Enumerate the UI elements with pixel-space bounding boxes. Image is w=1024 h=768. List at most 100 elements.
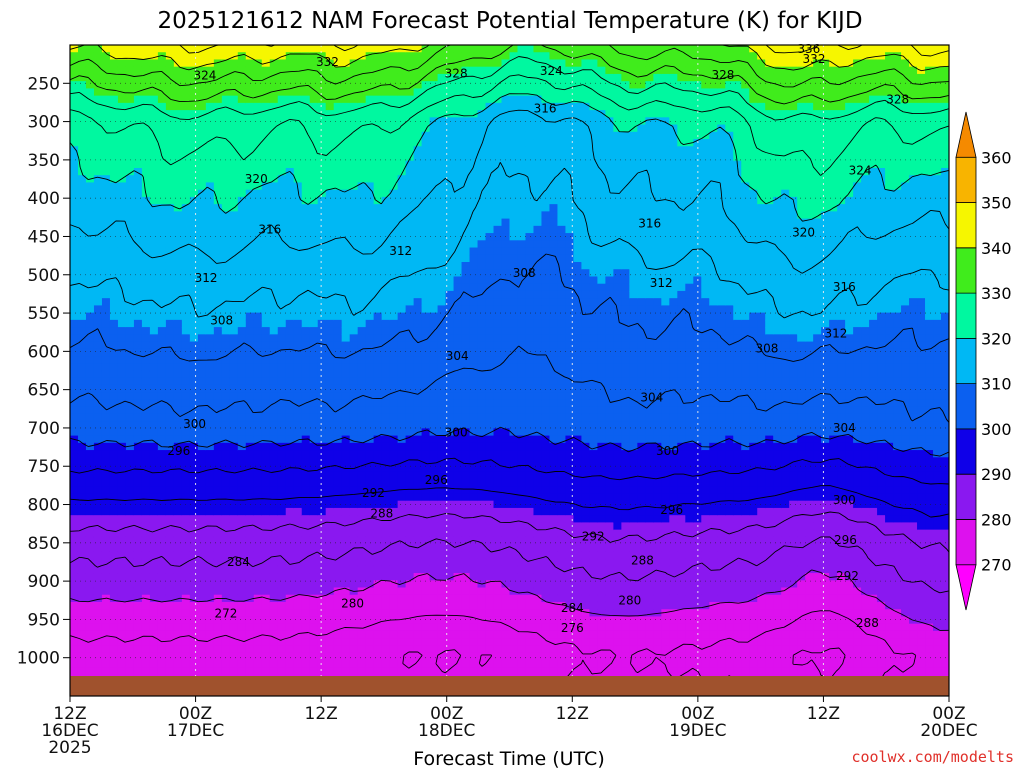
theta-cell: [109, 601, 119, 610]
theta-cell: [309, 413, 319, 422]
theta-cell: [461, 638, 471, 646]
theta-cell: [237, 254, 247, 263]
theta-cell: [261, 616, 271, 625]
theta-cell: [317, 81, 327, 89]
theta-cell: [469, 73, 479, 82]
theta-cell: [197, 240, 207, 249]
theta-cell: [373, 435, 383, 444]
theta-cell: [181, 196, 191, 205]
theta-cell: [357, 623, 367, 632]
theta-cell: [261, 536, 271, 545]
theta-cell: [325, 623, 335, 632]
theta-cell: [501, 189, 511, 198]
theta-cell: [189, 638, 199, 646]
theta-cell: [445, 66, 455, 75]
theta-cell: [141, 305, 151, 314]
theta-cell: [341, 507, 351, 516]
theta-cell: [293, 630, 303, 639]
theta-cell: [213, 587, 223, 596]
theta-cell: [165, 623, 175, 632]
theta-cell: [309, 225, 319, 234]
theta-cell: [125, 384, 135, 393]
theta-cell: [261, 204, 271, 212]
theta-cell: [453, 139, 463, 147]
theta-cell: [70, 601, 79, 610]
theta-cell: [381, 580, 391, 589]
theta-cell: [477, 356, 487, 364]
theta-cell: [365, 52, 375, 61]
theta-cell: [189, 334, 199, 343]
theta-cell: [173, 450, 183, 458]
theta-cell: [333, 211, 343, 220]
theta-cell: [277, 160, 287, 169]
theta-cell: [349, 652, 359, 661]
theta-cell: [397, 139, 407, 147]
theta-cell: [165, 88, 175, 97]
theta-cell: [77, 124, 87, 133]
theta-cell: [461, 573, 471, 581]
theta-cell: [229, 225, 239, 234]
theta-cell: [189, 88, 199, 97]
theta-cell: [493, 247, 503, 256]
theta-cell: [285, 319, 295, 328]
theta-cell: [117, 167, 127, 176]
theta-cell: [205, 254, 215, 263]
theta-cell: [173, 117, 183, 126]
theta-cell: [397, 88, 407, 97]
theta-cell: [501, 81, 511, 89]
theta-cell: [213, 153, 223, 162]
theta-cell: [269, 131, 279, 140]
theta-cell: [397, 327, 407, 335]
theta-cell: [117, 290, 127, 299]
theta-cell: [141, 551, 151, 560]
theta-cell: [397, 110, 407, 118]
theta-cell: [437, 269, 447, 278]
theta-cell: [109, 522, 119, 531]
theta-cell: [469, 493, 479, 502]
theta-cell: [109, 392, 119, 401]
theta-cell: [101, 601, 111, 610]
theta-cell: [373, 327, 383, 335]
theta-cell: [85, 399, 95, 408]
theta-cell: [341, 254, 351, 263]
theta-cell: [85, 45, 95, 53]
theta-cell: [405, 594, 415, 603]
theta-cell: [309, 392, 319, 401]
theta-cell: [373, 406, 383, 415]
theta-cell: [501, 652, 511, 661]
theta-cell: [261, 406, 271, 415]
theta-cell: [117, 623, 127, 632]
theta-cell: [293, 131, 303, 140]
theta-cell: [70, 160, 79, 169]
theta-cell: [197, 52, 207, 61]
theta-cell: [365, 565, 375, 574]
theta-cell: [309, 450, 319, 458]
theta-cell: [309, 312, 319, 321]
theta-cell: [277, 247, 287, 256]
theta-cell: [325, 356, 335, 364]
theta-cell: [157, 363, 167, 372]
theta-cell: [85, 594, 95, 603]
theta-cell: [221, 638, 231, 646]
theta-cell: [205, 370, 215, 379]
theta-cell: [173, 442, 183, 451]
theta-cell: [493, 262, 503, 270]
theta-cell: [269, 312, 279, 321]
theta-cell: [165, 392, 175, 401]
theta-cell: [421, 233, 431, 241]
theta-cell: [309, 88, 319, 97]
theta-cell: [125, 211, 135, 220]
theta-cell: [269, 81, 279, 89]
theta-cell: [109, 52, 119, 61]
theta-cell: [189, 139, 199, 147]
theta-cell: [365, 659, 375, 668]
theta-cell: [165, 486, 175, 495]
theta-cell: [317, 413, 327, 422]
theta-cell: [157, 529, 167, 538]
theta-cell: [245, 247, 255, 256]
theta-cell: [285, 609, 295, 618]
theta-cell: [317, 95, 327, 104]
theta-cell: [93, 73, 103, 82]
theta-cell: [93, 565, 103, 574]
theta-cell: [349, 370, 359, 379]
